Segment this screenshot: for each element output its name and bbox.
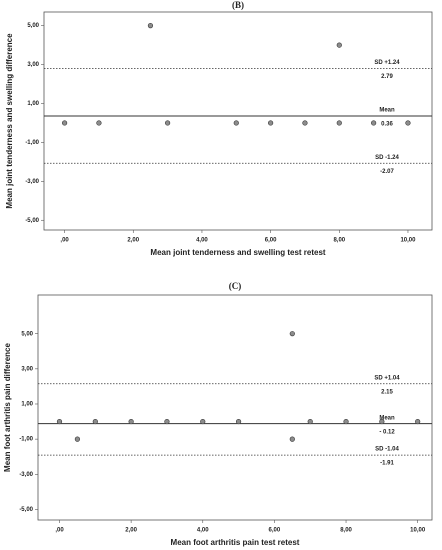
point xyxy=(268,120,274,126)
y-tick-label: 1,00 xyxy=(21,402,33,408)
reference-value: 2.15 xyxy=(381,389,393,395)
x-tick-label: 8,00 xyxy=(340,528,352,534)
reference-value: 2.79 xyxy=(381,74,393,80)
reference-label: SD -1.24 xyxy=(375,155,399,161)
x-axis-label: Mean joint tenderness and swelling test … xyxy=(150,248,325,257)
point xyxy=(56,418,63,425)
x-tick-label: 6,00 xyxy=(265,238,277,244)
point xyxy=(164,418,170,425)
y-tick-label: 1,00 xyxy=(27,101,39,107)
point xyxy=(415,418,421,425)
point xyxy=(233,120,239,126)
point xyxy=(379,418,385,425)
x-tick-label: 10,00 xyxy=(400,238,416,244)
y-tick-label: -3,00 xyxy=(19,472,33,478)
reference-label: Mean xyxy=(379,415,395,421)
reference-value: 0.36 xyxy=(381,122,393,128)
point xyxy=(336,120,342,126)
y-axis-label: Mean foot arthritis pain difference xyxy=(3,342,12,471)
point xyxy=(307,418,313,425)
x-tick-label: 2,00 xyxy=(127,238,139,244)
point xyxy=(371,120,377,126)
point xyxy=(235,418,242,425)
y-tick-label: -5,00 xyxy=(25,218,39,224)
point xyxy=(302,120,308,126)
y-tick-label: -1,00 xyxy=(19,437,33,443)
y-tick-label: -5,00 xyxy=(19,507,33,513)
reference-value: - 0.12 xyxy=(379,429,395,435)
point xyxy=(343,418,349,425)
point xyxy=(336,42,342,48)
point xyxy=(128,418,134,425)
y-tick-label: 5,00 xyxy=(21,331,33,337)
point xyxy=(74,436,80,442)
chart-title: (C) xyxy=(229,281,242,291)
reference-label: SD +1.24 xyxy=(374,60,400,66)
x-tick-label: 10,00 xyxy=(410,528,426,534)
x-tick-label: 4,00 xyxy=(197,528,209,534)
plot-frame xyxy=(43,11,433,231)
point xyxy=(289,331,295,337)
y-tick-label: 3,00 xyxy=(27,62,39,68)
x-tick-label: 6,00 xyxy=(269,528,281,534)
x-tick-label: 4,00 xyxy=(196,238,208,244)
point xyxy=(147,23,154,29)
point xyxy=(96,120,102,126)
reference-label: SD +1.04 xyxy=(374,375,400,381)
reference-label: SD -1.04 xyxy=(375,447,399,453)
y-tick-label: -3,00 xyxy=(25,179,39,185)
x-tick-label: ,00 xyxy=(60,238,69,244)
x-tick-label: ,00 xyxy=(55,528,64,534)
y-axis-label: Mean joint tenderness and swelling diffe… xyxy=(5,33,14,209)
point xyxy=(289,436,295,442)
point xyxy=(62,120,68,126)
point xyxy=(92,418,98,425)
reference-value: -2.07 xyxy=(380,169,394,175)
plot-frame xyxy=(37,294,433,521)
reference-value: -1.91 xyxy=(380,461,394,467)
y-tick-label: 3,00 xyxy=(21,366,33,372)
point xyxy=(405,120,411,126)
x-axis-label: Mean foot arthritis pain test retest xyxy=(171,538,300,547)
point xyxy=(200,418,206,425)
y-tick-label: 5,00 xyxy=(27,23,39,29)
chart-title: (B) xyxy=(232,0,244,10)
reference-label: Mean xyxy=(379,108,395,114)
point xyxy=(165,120,171,126)
y-tick-label: -1,00 xyxy=(25,140,39,146)
x-tick-label: 2,00 xyxy=(125,528,137,534)
x-tick-label: 8,00 xyxy=(333,238,345,244)
